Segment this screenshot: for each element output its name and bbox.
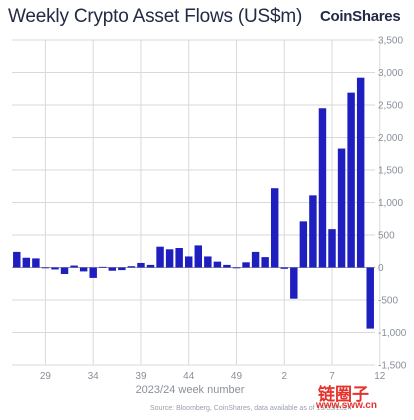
flow-bar	[366, 267, 374, 329]
flow-bar	[41, 267, 50, 269]
brand-logo: CoinShares	[320, 8, 401, 25]
y-tick-label: -1,500	[378, 361, 407, 372]
x-tick-label: 12	[374, 371, 386, 382]
flow-bar	[204, 256, 212, 268]
flow-bar	[165, 249, 174, 268]
y-tick-label: -1,000	[378, 328, 407, 339]
y-tick-label: 1,500	[378, 166, 403, 177]
flow-bar	[290, 267, 298, 299]
flow-bar	[118, 267, 126, 271]
y-tick-label: 0	[378, 263, 384, 274]
x-axis-label: 2023/24 week number	[135, 384, 245, 396]
source-note: Source: Bloomberg, CoinShares, data avai…	[150, 405, 352, 412]
flow-bar	[347, 92, 355, 268]
x-tick-label: 2	[281, 371, 287, 382]
flow-bar	[194, 245, 203, 268]
flow-bar	[184, 256, 193, 268]
flow-bar	[175, 248, 183, 268]
flow-bar	[356, 77, 365, 268]
x-tick-label: 49	[231, 371, 243, 382]
bar-series	[13, 77, 374, 329]
flow-bar	[13, 251, 21, 268]
watermark-url: www.sww.cn	[316, 400, 377, 411]
flow-bar	[242, 262, 250, 268]
y-tick-label: 3,000	[378, 68, 403, 79]
flow-bar	[213, 261, 222, 268]
x-tick-label: 29	[40, 371, 52, 382]
x-tick-label: 39	[135, 371, 147, 382]
flow-bar	[60, 267, 69, 274]
flow-bar	[232, 267, 241, 269]
flow-bar	[328, 229, 336, 268]
y-tick-label: 2,000	[378, 133, 403, 144]
flow-bar	[127, 266, 136, 268]
y-tick-label: 3,500	[378, 36, 403, 47]
y-tick-label: 2,500	[378, 101, 403, 112]
flow-bar	[309, 195, 317, 268]
flow-bar	[89, 267, 97, 278]
flow-bar	[299, 221, 308, 268]
x-tick-label: 34	[88, 371, 100, 382]
chart-title: Weekly Crypto Asset Flows (US$m)	[8, 6, 303, 27]
y-tick-label: 1,000	[378, 198, 403, 209]
flow-bar	[318, 108, 327, 268]
flow-bar	[337, 148, 346, 268]
flow-bar	[251, 251, 260, 268]
flow-bar	[261, 257, 269, 268]
flow-bar	[108, 267, 117, 271]
x-tick-label: 7	[329, 371, 335, 382]
flow-bar	[70, 265, 78, 268]
flow-bar	[156, 246, 164, 268]
watermark-logo: 链圈子	[318, 385, 369, 404]
y-tick-label: -500	[378, 296, 398, 307]
flow-bar	[270, 188, 279, 268]
flow-bar	[51, 267, 59, 270]
x-tick-label: 44	[183, 371, 195, 382]
axis-labels: -1,500 -1,000 -500 0 500 1,000 1,500 2,000 2,500…	[40, 36, 407, 383]
flow-bar	[22, 257, 31, 268]
flow-bar	[223, 264, 231, 268]
flow-bar	[99, 266, 107, 268]
flow-bar	[137, 262, 145, 268]
flow-bar	[32, 258, 40, 268]
y-tick-label: 500	[378, 231, 395, 242]
flow-bar	[146, 264, 155, 268]
flow-bar	[79, 267, 88, 272]
flow-bar	[280, 267, 288, 269]
grid-lines	[12, 39, 381, 366]
